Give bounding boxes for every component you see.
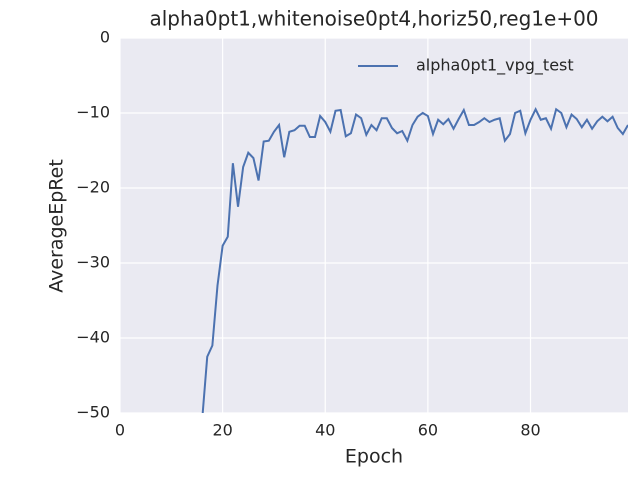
y-tick-label: −20 [76, 178, 110, 197]
y-tick-label: −50 [76, 403, 110, 422]
legend-label: alpha0pt1_vpg_test [416, 56, 574, 76]
y-tick-label: 0 [100, 28, 110, 47]
y-tick-label: −10 [76, 103, 110, 122]
plot-area [120, 38, 628, 413]
labels: −50 −40 −30 −20 −10 0 0 20 40 60 80 alpha0pt1_vpg_t… [76, 28, 573, 440]
y-tick-label: −30 [76, 253, 110, 272]
y-tick-label: −40 [76, 328, 110, 347]
grid [119, 37, 628, 414]
data-line [201, 106, 628, 413]
x-tick-label: 0 [115, 421, 125, 440]
x-axis-label: Epoch [345, 446, 403, 468]
x-tick-label: 20 [212, 421, 232, 440]
y-axis-label: AverageEpRet [46, 159, 68, 293]
lines [201, 106, 628, 413]
x-tick-label: 80 [520, 421, 540, 440]
x-tick-label: 60 [418, 421, 438, 440]
chart-title: alpha0pt1,whitenoise0pt4,horiz50,reg1e+0… [149, 7, 598, 31]
x-tick-label: 40 [315, 421, 335, 440]
